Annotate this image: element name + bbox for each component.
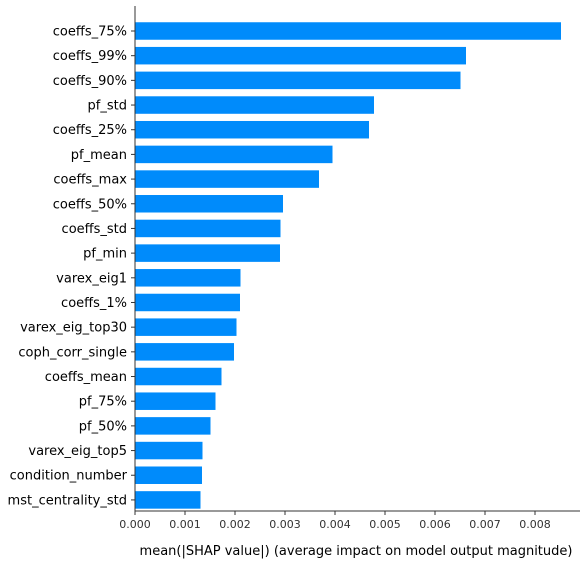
bar-coeffs_25% (135, 120, 369, 139)
y-tick-label: coeffs_std (62, 222, 127, 237)
y-tick-label: coeffs_75% (53, 25, 127, 40)
y-tick-label: coeffs_max (53, 173, 127, 188)
y-tick-label: varex_eig_top5 (28, 444, 127, 459)
x-ticks: 0.000 0.001 0.002 0.003 0.004 0.005 0.006 0.007… (119, 511, 551, 531)
y-tick-label: coeffs_25% (53, 123, 127, 138)
y-tick-label: coeffs_mean (45, 370, 127, 385)
y-tick-label: pf_75% (79, 395, 127, 410)
x-tick-label: 0.003 (269, 518, 301, 531)
y-tick-label: coph_corr_single (18, 345, 127, 360)
bar-coph_corr_single (135, 343, 234, 361)
x-tick-label: 0.004 (319, 518, 351, 531)
y-tick-label: coeffs_90% (53, 74, 127, 89)
bar-mst_centrality_std (135, 491, 201, 509)
y-tick-label: condition_number (10, 469, 128, 484)
bar-coeffs_1% (135, 293, 240, 312)
y-tick-label: pf_50% (79, 419, 127, 434)
y-tick-label: pf_mean (71, 148, 127, 163)
y-tick-labels: coeffs_75% coeffs_99% coeffs_90% pf_stdcoef… (8, 25, 128, 509)
y-tick-label: coeffs_50% (53, 197, 127, 212)
x-tick-label: 0.005 (369, 518, 401, 531)
bar-pf_min (135, 244, 280, 262)
bar-coeffs_mean (135, 367, 222, 386)
bar-coeffs_max (135, 170, 319, 188)
x-tick-label: 0.001 (169, 518, 201, 531)
bar-pf_mean (135, 145, 333, 164)
x-tick-label: 0.008 (519, 518, 551, 531)
y-tick-label: pf_min (83, 247, 127, 262)
bar-coeffs_99% (135, 46, 466, 65)
y-tick-label: pf_std (88, 99, 127, 114)
bars-group (135, 22, 561, 509)
y-tick-label: varex_eig1 (56, 271, 127, 286)
x-tick-label: 0.002 (219, 518, 251, 531)
x-tick-label: 0.000 (119, 518, 151, 531)
x-axis-label: mean(|SHAP value|) (average impact on mo… (140, 544, 573, 559)
bar-condition_number (135, 466, 202, 484)
bar-coeffs_50% (135, 195, 283, 213)
bar-coeffs_std (135, 219, 281, 238)
bar-coeffs_90% (135, 71, 461, 90)
y-ticks (131, 30, 135, 501)
bar-varex_eig_top30 (135, 318, 237, 336)
bar-varex_eig_top5 (135, 441, 203, 460)
x-tick-label: 0.007 (469, 518, 501, 531)
y-tick-label: mst_centrality_std (8, 493, 127, 508)
bar-pf_50% (135, 417, 211, 435)
bar-coeffs_75% (135, 22, 561, 40)
y-tick-label: coeffs_1% (61, 296, 127, 311)
x-tick-label: 0.006 (419, 518, 451, 531)
bar-pf_std (135, 96, 374, 114)
bar-varex_eig1 (135, 269, 241, 287)
y-tick-label: varex_eig_top30 (20, 321, 127, 336)
bar-pf_75% (135, 392, 216, 410)
y-tick-label: coeffs_99% (53, 49, 127, 64)
